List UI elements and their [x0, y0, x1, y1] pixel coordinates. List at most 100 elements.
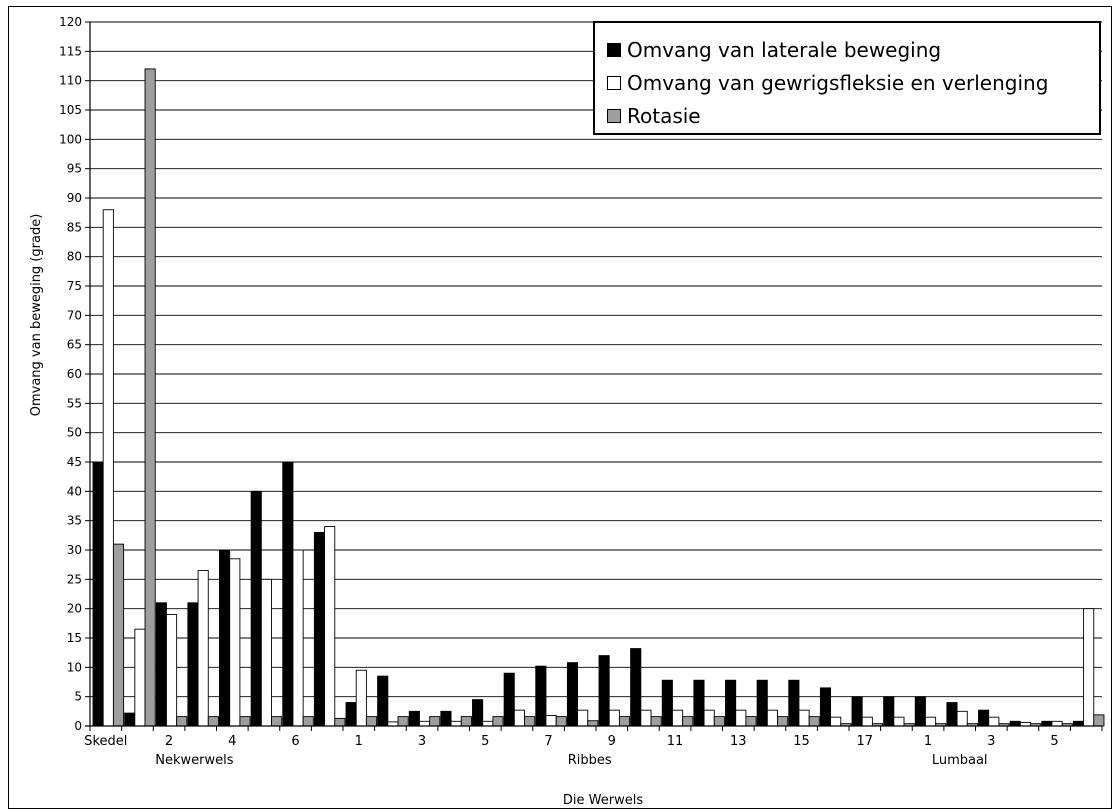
x-tick-label: 11	[667, 734, 684, 749]
x-tick-label: 5	[1050, 734, 1058, 749]
bar-series1-cat16	[608, 709, 620, 727]
y-tick-label: 80	[67, 250, 82, 264]
y-tick-label: 90	[67, 191, 82, 205]
legend: Omvang van laterale beweging Omvang van …	[593, 21, 1101, 135]
x-tick-label: 4	[228, 734, 236, 749]
bar-series1-cat25	[893, 716, 905, 727]
group-label: Lumbaal	[932, 753, 988, 768]
y-tick-label: 65	[67, 338, 82, 352]
bar-series2-cat3	[207, 716, 219, 727]
bar-series0-cat10	[408, 710, 420, 727]
x-tick-label: Skedel	[84, 734, 127, 749]
x-tick-label: 13	[730, 734, 747, 749]
y-tick-label: 55	[67, 396, 82, 410]
bar-series0-cat31	[1072, 720, 1085, 727]
bar-series2-cat17	[650, 716, 662, 727]
bar-series2-cat19	[713, 716, 725, 727]
bar-series1-cat18	[672, 709, 684, 727]
y-tick-label: 110	[59, 74, 82, 88]
bar-series0-cat9	[377, 675, 389, 727]
y-tick-label: 95	[67, 162, 82, 176]
bar-series0-cat5	[250, 490, 262, 727]
legend-item-rotation: Rotasie	[607, 99, 1099, 132]
x-tick-label: 15	[793, 734, 810, 749]
bar-series0-cat4	[219, 549, 231, 727]
bar-series2-cat16	[618, 716, 631, 727]
bar-series0-cat15	[566, 662, 579, 727]
y-tick-labels: 0 5 10 15 20 25 30 35 40 45 50 55 60 65 70 75 80 85 90 95 10…	[59, 15, 82, 733]
bar-series0-cat11	[440, 710, 452, 727]
x-tick-label: 17	[857, 734, 874, 749]
bar-series1-cat10	[419, 720, 431, 727]
legend-item-lateral: Omvang van laterale beweging	[607, 33, 1099, 66]
bar-series2-cat2	[176, 716, 188, 727]
bar-series1-cat5	[260, 578, 272, 727]
y-tick-label: 105	[59, 103, 82, 117]
y-tick-label: 0	[74, 719, 82, 733]
bar-series1-cat26	[925, 716, 937, 727]
bar-series2-cat11	[460, 716, 472, 727]
y-tick-label: 50	[67, 426, 82, 440]
bar-series1-cat23	[830, 716, 842, 727]
bar-series0-cat17	[630, 648, 642, 727]
bars	[92, 68, 1105, 727]
x-tick-label: 1	[924, 734, 932, 749]
bar-series0-cat2	[155, 602, 167, 727]
bar-series1-cat21	[766, 709, 778, 727]
bar-series2-cat12	[492, 716, 504, 727]
bar-series1-cat14	[545, 714, 557, 727]
bar-series1-cat30	[1051, 720, 1063, 727]
bar-series1-cat12	[482, 720, 494, 727]
bar-series0-cat1	[124, 712, 136, 727]
bar-series1-cat4	[229, 558, 241, 727]
bar-series1-cat15	[577, 709, 589, 727]
bar-series1-cat8	[355, 669, 367, 727]
y-tick-label: 10	[67, 660, 82, 674]
legend-label-flexion: Omvang van gewrigsfleksie en verlenging	[627, 70, 1049, 95]
bar-series0-cat29	[1009, 720, 1021, 727]
x-tick-label: 2	[165, 734, 173, 749]
y-tick-label: 25	[67, 572, 82, 586]
x-tick-label: 3	[987, 734, 995, 749]
bar-series0-cat14	[535, 665, 547, 727]
x-tick-label: 5	[481, 734, 489, 749]
bar-series1-cat6	[292, 549, 304, 727]
bar-series0-cat19	[693, 679, 705, 727]
bar-series2-cat31	[1093, 714, 1105, 727]
bar-series0-cat24	[851, 696, 863, 727]
x-tick-label: 9	[608, 734, 616, 749]
bar-series2-cat13	[524, 716, 536, 727]
y-tick-label: 75	[67, 279, 82, 293]
bar-series2-cat9	[397, 716, 409, 727]
x-tick-label: 1	[355, 734, 363, 749]
y-tick-label: 70	[67, 308, 82, 322]
bar-series0-cat27	[946, 702, 958, 727]
y-tick-label: 15	[67, 631, 82, 645]
y-tick-label: 40	[67, 484, 82, 498]
y-tick-label: 5	[74, 690, 82, 704]
bar-series2-cat22	[808, 716, 820, 727]
bar-series0-cat22	[788, 679, 800, 727]
group-labels: Nekwerwels Ribbes Lumbaal	[155, 753, 987, 768]
bar-series0-cat16	[598, 655, 610, 727]
bar-series2-cat8	[365, 716, 378, 727]
bar-series1-cat13	[513, 709, 525, 727]
bar-series1-cat1	[134, 628, 146, 727]
y-tick-label: 60	[67, 367, 82, 381]
bar-series2-cat18	[682, 716, 694, 727]
y-tick-label: 115	[59, 44, 82, 58]
legend-label-lateral: Omvang van laterale beweging	[627, 37, 942, 62]
bar-series2-cat14	[555, 716, 567, 727]
bar-series2-cat10	[429, 716, 441, 727]
bar-series1-cat7	[324, 526, 336, 727]
bar-series1-cat11	[450, 720, 462, 727]
bar-series0-cat26	[914, 696, 926, 727]
bar-series1-cat0	[102, 209, 114, 727]
y-tick-label: 35	[67, 514, 82, 528]
bar-series1-cat31	[1083, 608, 1095, 727]
bar-series2-cat4	[239, 716, 251, 727]
legend-swatch-lateral	[607, 42, 621, 57]
y-tick-label: 30	[67, 543, 82, 557]
bar-series2-cat1	[144, 68, 156, 727]
y-tick-label: 45	[67, 455, 82, 469]
